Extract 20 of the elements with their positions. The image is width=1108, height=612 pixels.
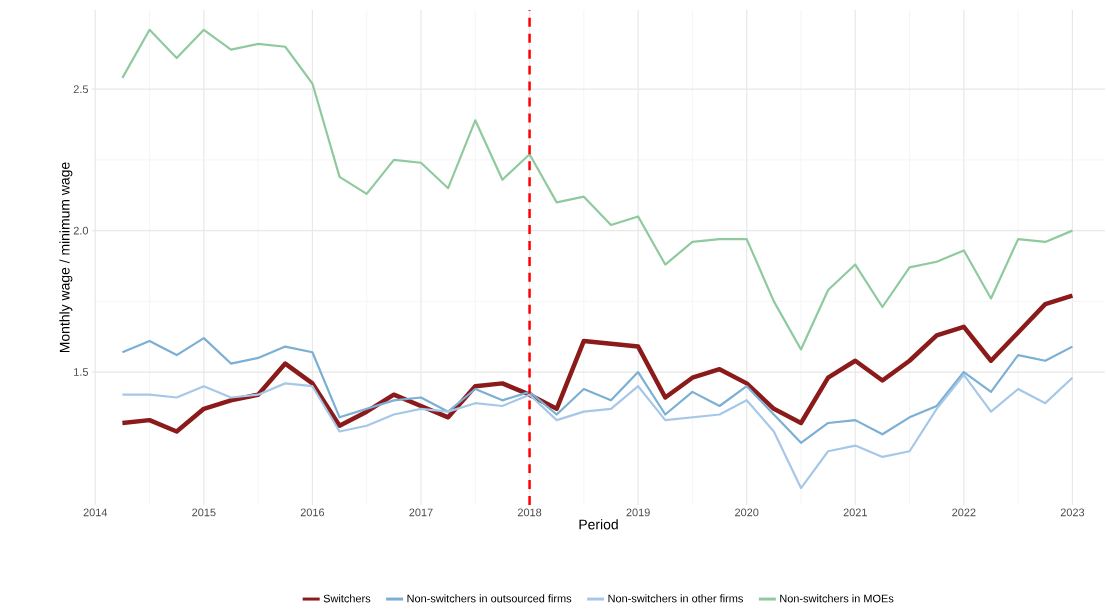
x-tick-label: 2023 [1060, 508, 1085, 517]
y-tick-label: 2.5 [73, 85, 89, 94]
line-series [121, 28, 1074, 351]
legend-label: Non-switchers in other firms [608, 594, 743, 603]
x-tick-label: 2021 [843, 508, 867, 517]
y-tick-label: 2.0 [73, 226, 89, 235]
legend-label: Non-switchers in MOEs [780, 594, 894, 603]
x-tick-label: 2016 [300, 508, 325, 517]
y-axis-title: Monthly wage / minimum wage [59, 162, 73, 353]
x-tick-label: 2019 [626, 508, 650, 517]
x-tick-label: 2022 [952, 508, 976, 517]
x-axis-title: Period [579, 519, 618, 530]
legend-label: Non-switchers in outsourced firms [407, 594, 572, 603]
x-tick-label: 2015 [192, 508, 216, 517]
x-tick-label: 2020 [735, 508, 759, 517]
x-tick-label: 2014 [83, 508, 108, 517]
legend-label: Switchers [323, 594, 371, 603]
x-tick-label: 2018 [517, 508, 542, 517]
x-tick-label: 2017 [409, 508, 433, 517]
y-tick-label: 1.5 [74, 368, 89, 376]
